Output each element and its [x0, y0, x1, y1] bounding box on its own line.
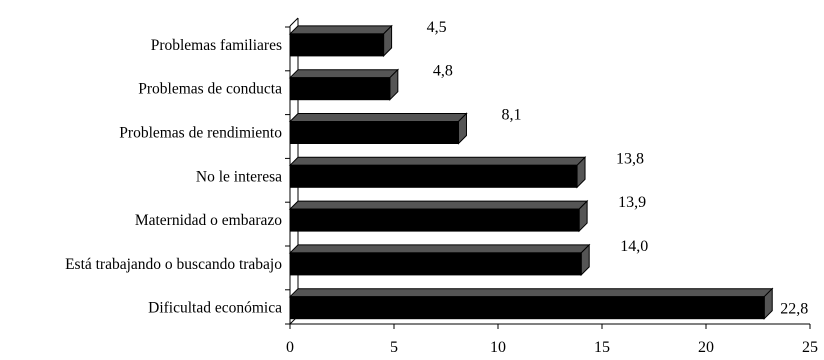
- value-label: 4,5: [427, 19, 447, 36]
- category-labels: Problemas familiares Problemas de conduct…: [65, 37, 282, 317]
- category-label: Maternidad o embarazo: [135, 212, 282, 229]
- bar: [288, 24, 393, 58]
- x-tick-label: 20: [698, 339, 714, 356]
- bar-top-face: [288, 200, 589, 210]
- bar: [288, 199, 589, 233]
- bar-top-face: [288, 25, 393, 35]
- value-labels: 4,5 4,8 8,1 13,8 13,9 14,0 22,8: [427, 19, 809, 318]
- bar-front-face: [289, 77, 391, 101]
- bar: [288, 287, 774, 320]
- x-tick-label: 5: [390, 339, 398, 356]
- value-label: 8,1: [501, 107, 521, 124]
- bar: [288, 68, 400, 101]
- y-axis-top-edge: [289, 17, 299, 27]
- value-label: 22,8: [780, 301, 808, 318]
- x-tick-label: 0: [286, 339, 294, 356]
- x-tick-labels: 0 5 10 15 20 25: [286, 339, 818, 356]
- bar: [288, 243, 591, 277]
- bars: [288, 24, 774, 320]
- bar-front-face: [289, 252, 582, 276]
- bar-front-face: [289, 33, 385, 57]
- x-tick-label: 15: [594, 339, 610, 356]
- bar-front-face: [289, 164, 578, 188]
- bar-top-face: [288, 113, 468, 122]
- value-label: 13,8: [616, 150, 644, 167]
- value-label: 13,9: [618, 194, 646, 211]
- bar-front-face: [289, 121, 459, 144]
- bar-top-face: [288, 244, 591, 254]
- category-label: Problemas de conducta: [138, 81, 282, 98]
- bar: [288, 112, 468, 145]
- value-label: 4,8: [433, 63, 453, 80]
- x-tick-label: 25: [802, 339, 818, 356]
- category-label: Dificultad económica: [148, 300, 282, 317]
- category-label: Está trabajando o buscando trabajo: [65, 256, 282, 273]
- category-label: Problemas de rendimiento: [119, 125, 282, 142]
- bar-top-face: [288, 156, 587, 166]
- value-label: 14,0: [620, 238, 648, 255]
- bar-top-face: [288, 288, 774, 298]
- category-label: Problemas familiares: [151, 37, 282, 54]
- x-tick-label: 10: [490, 339, 506, 356]
- category-label: No le interesa: [196, 168, 282, 185]
- bar: [288, 156, 587, 189]
- bar-front-face: [289, 296, 765, 320]
- bar-top-face: [288, 69, 400, 79]
- bar-front-face: [289, 208, 580, 232]
